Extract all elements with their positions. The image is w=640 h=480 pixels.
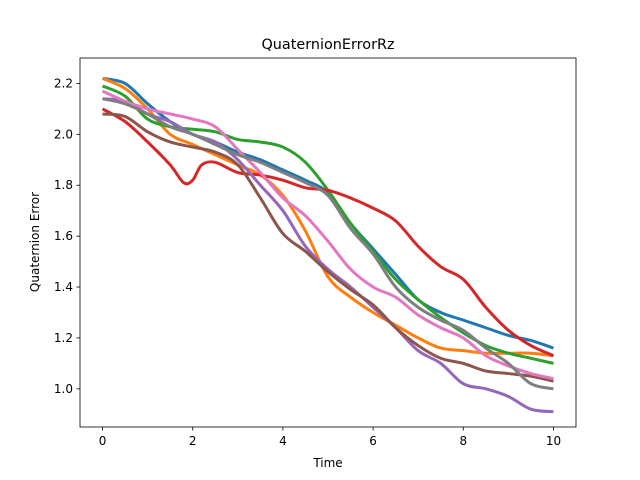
y-tick-label: 1.6 (54, 229, 73, 243)
x-axis-ticks: 0 2 4 6 8 10 (99, 427, 561, 448)
series-line-7 (101, 89, 554, 381)
x-tick-label: 8 (459, 434, 467, 448)
y-tick-label: 1.2 (54, 331, 73, 345)
plot-frame (79, 57, 577, 428)
x-tick-label: 4 (279, 434, 287, 448)
series-line-8 (102, 97, 554, 391)
x-tick-label: 2 (189, 434, 197, 448)
y-axis-ticks: 1.0 1.2 1.4 1.6 1.8 2.0 2.2 (54, 76, 80, 396)
y-tick-label: 1.8 (54, 178, 73, 192)
x-axis-label: Time (312, 456, 342, 470)
y-tick-label: 2.2 (54, 76, 73, 90)
x-tick-label: 0 (99, 434, 107, 448)
series-layer (101, 76, 555, 414)
x-tick-label: 10 (546, 434, 561, 448)
y-tick-label: 1.0 (54, 382, 73, 396)
y-axis-label: Quaternion Error (28, 192, 42, 292)
x-tick-label: 6 (369, 434, 377, 448)
series-line-5 (102, 97, 554, 414)
series-line-4 (101, 107, 555, 358)
series-line-6 (102, 112, 554, 383)
y-tick-label: 2.0 (54, 127, 73, 141)
y-tick-label: 1.4 (54, 280, 73, 294)
chart-title: QuaternionErrorRz (261, 37, 394, 53)
